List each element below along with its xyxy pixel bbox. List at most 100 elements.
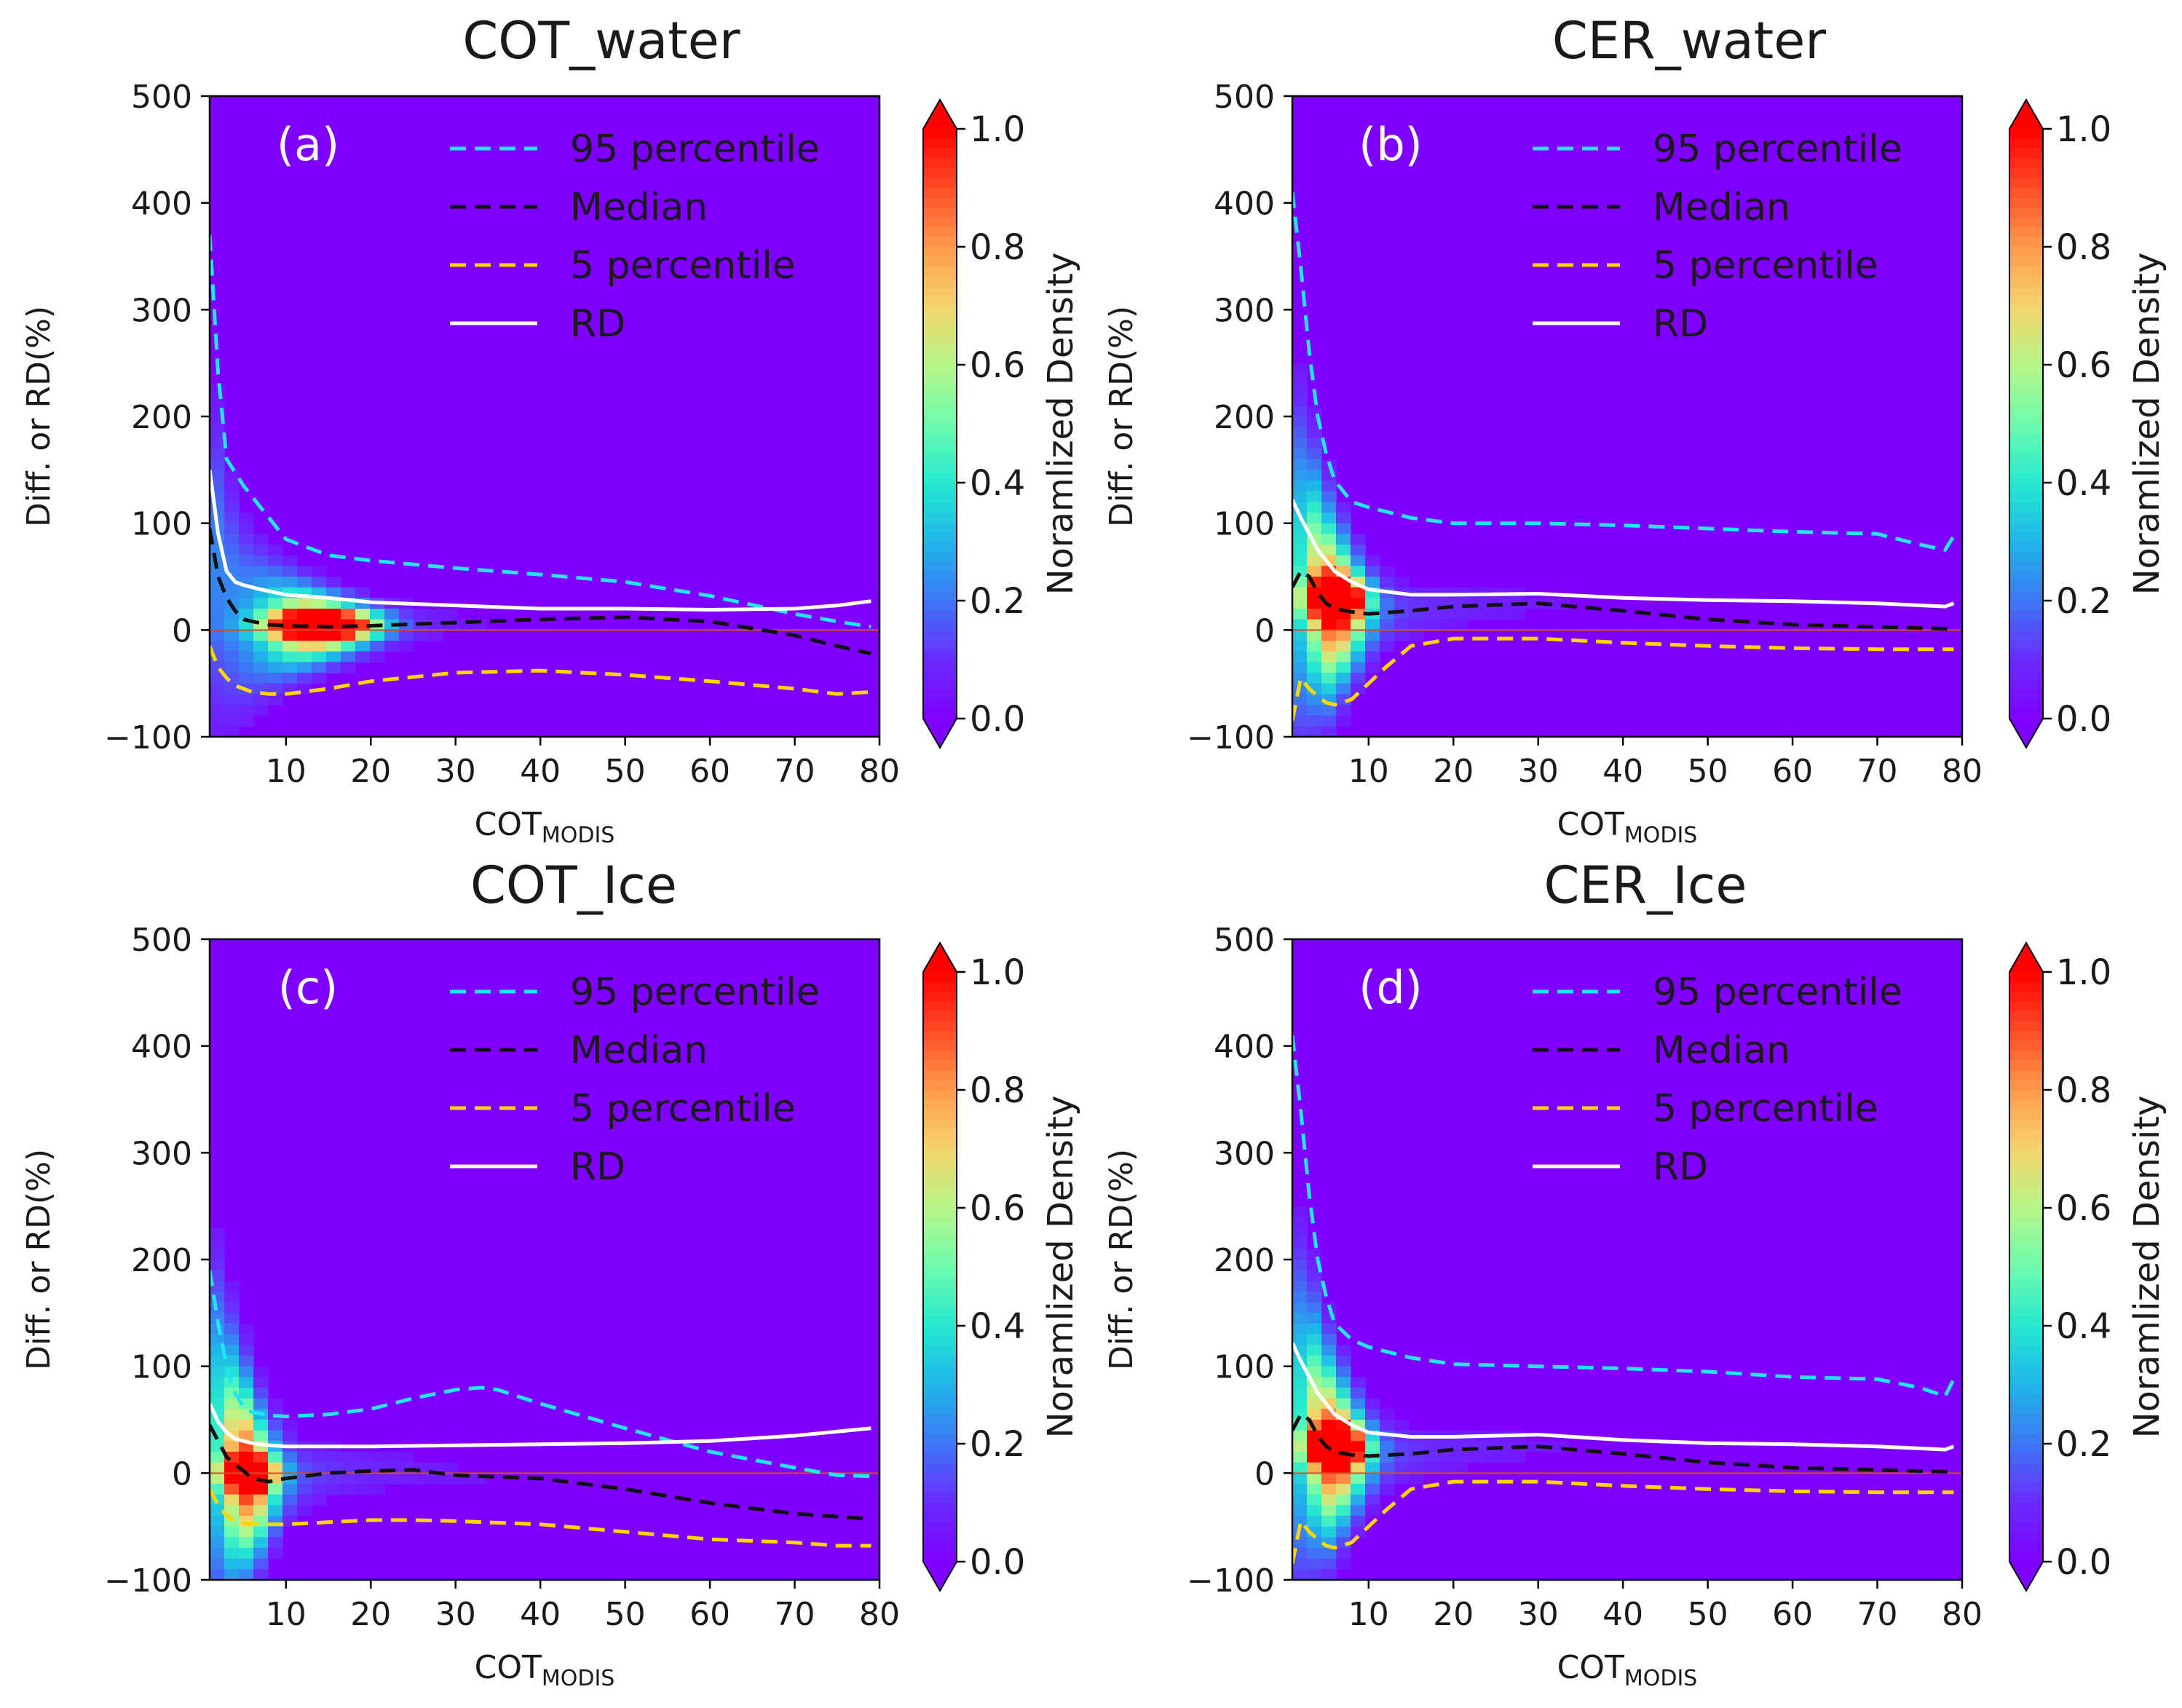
colorbar-segment [2009, 1522, 2043, 1533]
density-cell [1351, 1505, 1366, 1517]
density-cell [1467, 609, 1482, 620]
y-axis-label: Diff. or RD(%) [20, 1149, 58, 1370]
colorbar-segment [2009, 630, 2043, 641]
x-tick-label: 60 [1772, 1596, 1813, 1633]
density-cell [282, 566, 298, 577]
y-tick-label: 500 [1214, 922, 1275, 959]
colorbar-segment [923, 1414, 957, 1425]
density-cell [1292, 448, 1308, 460]
density-cell [1292, 630, 1308, 641]
density-heatmap [1292, 1206, 1570, 1580]
density-cell [1336, 534, 1351, 545]
colorbar-segment [2009, 237, 2043, 248]
density-cell [1438, 609, 1453, 620]
colorbar-segment [2009, 1394, 2043, 1405]
density-cell [1292, 363, 1308, 375]
colorbar-segment [923, 149, 957, 159]
density-cell [1292, 406, 1308, 417]
density-cell [1292, 1206, 1308, 1218]
colorbar-segment [2009, 1021, 2043, 1032]
density-cell [282, 555, 298, 567]
density-cell [253, 673, 269, 684]
density-cell [370, 1473, 385, 1484]
colorbar-tick-label: 1.0 [2056, 952, 2111, 993]
density-cell [239, 1537, 254, 1549]
colorbar-segment [923, 1267, 957, 1278]
colorbar-tick-label: 0.2 [2056, 581, 2111, 622]
colorbar-extend-min [923, 719, 957, 748]
colorbar-segment [923, 1119, 957, 1130]
colorbar-segment [923, 178, 957, 189]
density-cell [1292, 1430, 1308, 1442]
colorbar-segment [2009, 1335, 2043, 1346]
density-cell [253, 555, 269, 567]
colorbar-segment [2009, 1001, 2043, 1012]
x-axis-label: COTMODIS [475, 1649, 615, 1691]
density-cell [1351, 673, 1366, 684]
density-cell [1423, 619, 1439, 631]
colorbar-segment [923, 1424, 957, 1435]
density-cell [210, 705, 225, 716]
density-cell [224, 1526, 240, 1538]
density-cell [210, 1345, 225, 1356]
density-cell [224, 683, 240, 695]
density-cell [268, 683, 283, 695]
density-cell [224, 1302, 240, 1314]
density-cell [1438, 619, 1453, 631]
colorbar-segment [923, 1355, 957, 1366]
colorbar-segment [923, 492, 957, 503]
density-cell [239, 1569, 254, 1580]
density-cell [224, 1462, 240, 1474]
density-cell [1336, 1388, 1351, 1399]
colorbar: 1.0 0.8 0.6 0.4 0.2 0.0 Noramlized Density [922, 98, 1081, 750]
density-cell [1292, 1473, 1308, 1484]
density-cell [1365, 566, 1380, 577]
density-cell [326, 651, 341, 663]
density-cell [1336, 1377, 1351, 1388]
legend-label: 95 percentile [1653, 127, 1902, 171]
density-cell [297, 1452, 312, 1463]
density-cell [1336, 598, 1351, 609]
colorbar: 1.0 0.8 0.6 0.4 0.2 0.0 Noramlized Density [2009, 941, 2167, 1593]
colorbar-segment [2009, 286, 2043, 297]
y-tick-label: 0 [1254, 1455, 1275, 1492]
density-cell [253, 1548, 269, 1559]
density-cell [1307, 651, 1322, 663]
density-cell [239, 1494, 254, 1506]
colorbar-segment [2009, 502, 2043, 513]
y-tick-label: 400 [131, 1029, 192, 1066]
colorbar-segment [2009, 1326, 2043, 1337]
density-cell [1321, 651, 1337, 663]
x-tick-label: 30 [1518, 753, 1559, 790]
density-cell [224, 1569, 240, 1580]
colorbar-segment [923, 1198, 957, 1209]
density-cell [282, 577, 298, 588]
colorbar-segment [2009, 384, 2043, 395]
colorbar-segment [2009, 1404, 2043, 1415]
density-cell [224, 534, 240, 545]
colorbar-segment [2009, 168, 2043, 179]
colorbar-segment [923, 1316, 957, 1327]
density-cell [1351, 555, 1366, 567]
density-cell [1321, 715, 1337, 727]
colorbar-segment [2009, 1080, 2043, 1091]
density-cell [1292, 1537, 1308, 1549]
density-cell [253, 545, 269, 556]
density-cell [282, 630, 298, 641]
density-cell [1336, 641, 1351, 652]
density-cell [312, 641, 327, 652]
density-cell [253, 1366, 269, 1378]
density-cell [282, 598, 298, 609]
density-cell [1292, 1516, 1308, 1527]
density-cell [414, 609, 429, 620]
density-cell [1380, 1473, 1395, 1484]
density-cell [1292, 459, 1308, 471]
colorbar-label: Noramlized Density [1040, 1096, 1081, 1439]
density-cell [370, 651, 385, 663]
colorbar-segment [923, 384, 957, 395]
density-cell [224, 705, 240, 716]
colorbar-segment [923, 483, 957, 494]
colorbar-segment [2009, 325, 2043, 336]
density-cell [268, 555, 283, 567]
density-cell [1351, 683, 1366, 695]
